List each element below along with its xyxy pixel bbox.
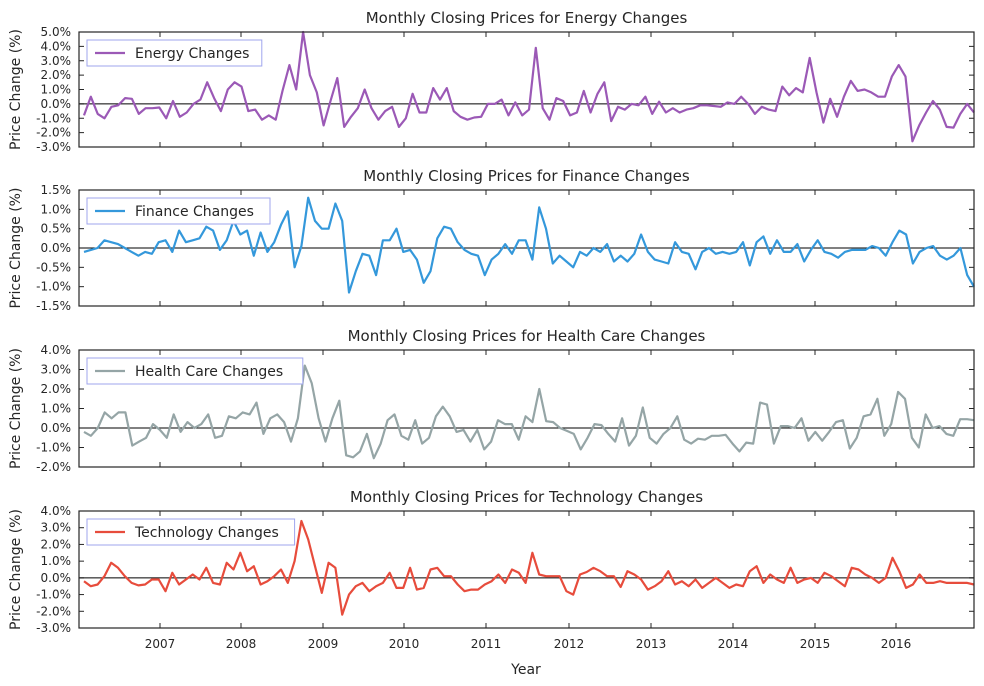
legend-label: Health Care Changes xyxy=(135,364,283,380)
chart-title: Monthly Closing Prices for Health Care C… xyxy=(348,327,706,345)
plot-frame xyxy=(78,510,975,629)
y-tick-label: 0.0% xyxy=(41,97,72,111)
y-tick-label: -1.0% xyxy=(36,588,71,602)
chart-panel-3: Monthly Closing Prices for Health Care C… xyxy=(8,327,975,474)
y-tick-label: 3.0% xyxy=(41,363,72,377)
series-line xyxy=(82,30,975,143)
y-tick-label: 3.0% xyxy=(41,54,72,68)
legend-label: Energy Changes xyxy=(135,46,249,62)
chart-panel-2: Monthly Closing Prices for Finance Chang… xyxy=(8,167,975,313)
legend-label: Technology Changes xyxy=(134,525,279,541)
y-axis-label: Price Change (%) xyxy=(8,188,24,309)
x-tick-label: 2013 xyxy=(636,637,667,651)
x-tick-label: 2016 xyxy=(881,637,912,651)
y-tick-label: 0.0% xyxy=(41,241,72,255)
legend: Technology Changes xyxy=(86,518,296,546)
x-tick-label: 2008 xyxy=(226,637,257,651)
legend: Energy Changes xyxy=(86,39,263,67)
y-tick-label: 5.0% xyxy=(41,25,72,39)
legend: Health Care Changes xyxy=(86,357,304,385)
plot-frame xyxy=(78,31,975,148)
y-tick-label: 1.5% xyxy=(41,183,72,197)
chart-panel-1: Monthly Closing Prices for Energy Change… xyxy=(8,9,975,154)
legend: Finance Changes xyxy=(86,197,271,225)
y-tick-label: -1.5% xyxy=(36,299,71,313)
y-tick-label: 2.0% xyxy=(41,537,72,551)
y-tick-label: -1.0% xyxy=(36,441,71,455)
y-tick-label: 3.0% xyxy=(41,521,72,535)
x-tick-label: 2007 xyxy=(145,637,176,651)
y-tick-label: -2.0% xyxy=(36,604,71,618)
legend-label: Finance Changes xyxy=(135,204,254,220)
y-tick-label: 2.0% xyxy=(41,68,72,82)
y-tick-label: 4.0% xyxy=(41,39,72,53)
x-tick-label: 2014 xyxy=(718,637,749,651)
y-tick-label: -0.5% xyxy=(36,260,71,274)
x-tick-label: 2015 xyxy=(800,637,831,651)
y-axis-label: Price Change (%) xyxy=(8,509,24,630)
y-tick-label: 1.0% xyxy=(41,83,72,97)
chart-title: Monthly Closing Prices for Energy Change… xyxy=(366,9,688,27)
y-tick-label: 1.0% xyxy=(41,402,72,416)
y-tick-label: 4.0% xyxy=(41,504,72,518)
plot-frame xyxy=(78,189,975,307)
y-tick-label: -1.0% xyxy=(36,111,71,125)
y-tick-label: -3.0% xyxy=(36,621,71,635)
series-line xyxy=(83,519,975,616)
y-tick-label: -2.0% xyxy=(36,460,71,474)
y-tick-label: 0.0% xyxy=(41,421,72,435)
y-tick-label: 0.0% xyxy=(41,571,72,585)
chart-panel-4: Monthly Closing Prices for Technology Ch… xyxy=(8,488,975,651)
x-tick-label: 2010 xyxy=(389,637,420,651)
y-tick-label: 1.0% xyxy=(41,202,72,216)
x-tick-label: 2009 xyxy=(308,637,339,651)
y-tick-label: 0.5% xyxy=(41,222,72,236)
series-line xyxy=(83,364,975,460)
y-tick-label: 2.0% xyxy=(41,382,72,396)
chart-title: Monthly Closing Prices for Technology Ch… xyxy=(350,488,703,506)
plot-frame xyxy=(78,349,975,468)
y-tick-label: -1.0% xyxy=(36,280,71,294)
legend-box xyxy=(86,518,296,546)
y-tick-label: -3.0% xyxy=(36,140,71,154)
y-axis-label: Price Change (%) xyxy=(8,348,24,469)
y-tick-label: 4.0% xyxy=(41,343,72,357)
x-tick-label: 2012 xyxy=(554,637,585,651)
y-tick-label: -2.0% xyxy=(36,126,71,140)
chart-panels: Monthly Closing Prices for Energy Change… xyxy=(8,9,975,651)
y-tick-label: 1.0% xyxy=(41,554,72,568)
chart-title: Monthly Closing Prices for Finance Chang… xyxy=(363,167,690,185)
x-tick-label: 2011 xyxy=(471,637,502,651)
x-axis-label: Year xyxy=(510,662,541,678)
y-axis-label: Price Change (%) xyxy=(8,29,24,150)
